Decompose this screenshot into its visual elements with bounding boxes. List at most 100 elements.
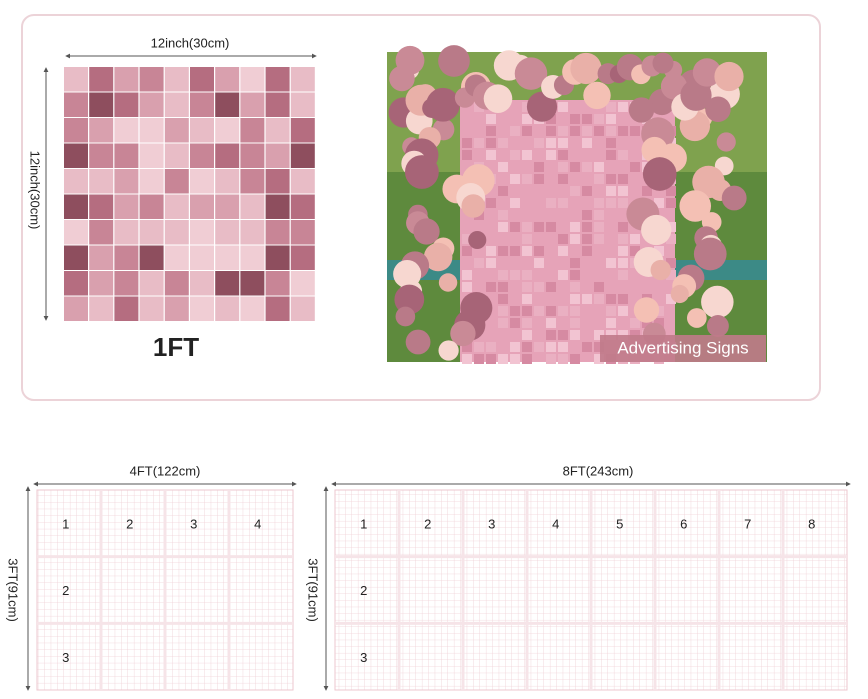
sequin: [265, 245, 290, 270]
photo-sequin: [510, 354, 520, 364]
sequin: [190, 92, 214, 117]
sequin: [290, 271, 315, 296]
photo-sequin: [546, 342, 556, 352]
photo-sequin: [606, 258, 616, 268]
photo-sequin: [570, 294, 580, 304]
photo-sequin: [618, 186, 628, 196]
photo-sequin: [498, 306, 508, 316]
photo-sequin: [570, 186, 580, 196]
photo-sequin: [630, 234, 640, 244]
balloon: [461, 194, 486, 218]
photo-sequin: [486, 150, 496, 160]
photo-sequin: [546, 282, 556, 292]
balloon: [680, 79, 712, 111]
balloon: [686, 308, 707, 328]
sequin: [290, 245, 315, 270]
photo-sequin: [582, 126, 592, 136]
photo-sequin: [462, 282, 472, 292]
balloon: [395, 45, 425, 75]
photo-sequin: [486, 282, 496, 292]
photo-sequin: [666, 258, 676, 268]
photo-sequin: [594, 282, 604, 292]
photo-sequin: [558, 270, 568, 280]
photo-sequin: [618, 294, 628, 304]
balloon: [394, 284, 425, 315]
photo-sequin: [582, 222, 592, 232]
photo-sequin: [582, 342, 592, 352]
balloon: [423, 242, 453, 272]
balloon: [395, 306, 416, 327]
sequin: [114, 296, 139, 321]
sequin: [139, 296, 164, 321]
sequin: [64, 296, 88, 321]
sequin: [190, 194, 214, 219]
photo-sequin: [498, 222, 508, 232]
balloon: [413, 218, 440, 245]
photo-sequin: [510, 150, 520, 160]
photo-sequin: [582, 234, 592, 244]
sequin: [139, 92, 164, 117]
photo-sequin: [558, 126, 568, 136]
balloon: [438, 340, 459, 361]
photo-sequin: [534, 174, 544, 184]
sequin: [89, 271, 114, 296]
sequin: [190, 245, 214, 270]
sequin: [240, 67, 265, 92]
sequin: [114, 194, 139, 219]
sequin: [89, 245, 114, 270]
sequin: [240, 296, 265, 321]
photo-sequin: [462, 150, 472, 160]
sequin: [240, 271, 265, 296]
photo-sequin: [618, 306, 628, 316]
sequin: [240, 169, 265, 194]
sequin: [114, 220, 139, 245]
photo-sequin: [474, 342, 484, 352]
sequin: [64, 194, 88, 219]
photo-sequin: [594, 198, 604, 208]
balloon: [716, 132, 736, 152]
photo-sequin: [570, 306, 580, 316]
photo-sequin: [582, 294, 592, 304]
photo-sequin: [618, 270, 628, 280]
photo-sequin: [486, 354, 496, 364]
photo-sequin: [546, 330, 556, 340]
photo-sequin: [510, 318, 520, 328]
sequin: [215, 194, 240, 219]
photo-sequin: [570, 126, 580, 136]
balloon: [438, 273, 458, 292]
sequin: [164, 169, 189, 194]
photo-sequin: [498, 138, 508, 148]
sequin: [265, 92, 290, 117]
photo-sequin: [570, 330, 580, 340]
photo-sequin: [534, 306, 544, 316]
photo-sequin: [522, 150, 532, 160]
panel-number: 2: [360, 583, 367, 598]
photo-sequin: [606, 150, 616, 160]
balloon: [701, 285, 734, 319]
sequin: [139, 118, 164, 143]
photo-sequin: [606, 174, 616, 184]
caption-box: [600, 335, 766, 362]
photo-sequin: [558, 246, 568, 256]
sequin: [114, 67, 139, 92]
photo-sequin: [486, 138, 496, 148]
photo-sequin: [546, 306, 556, 316]
balloon: [714, 61, 744, 92]
sequin: [240, 220, 265, 245]
sequin: [139, 245, 164, 270]
sequin: [265, 169, 290, 194]
sequin: [290, 296, 315, 321]
sequin: [89, 118, 114, 143]
photo-sequin: [510, 270, 520, 280]
photo-sequin: [510, 246, 520, 256]
photo-sequin: [474, 354, 484, 364]
sequin: [164, 92, 189, 117]
sequin: [114, 118, 139, 143]
photo-sequin: [654, 246, 664, 256]
photo-sequin: [570, 234, 580, 244]
photo-sequin: [522, 342, 532, 352]
sequin: [190, 220, 214, 245]
balloon: [633, 297, 660, 323]
sequin: [190, 143, 214, 168]
photo-sequin: [474, 138, 484, 148]
